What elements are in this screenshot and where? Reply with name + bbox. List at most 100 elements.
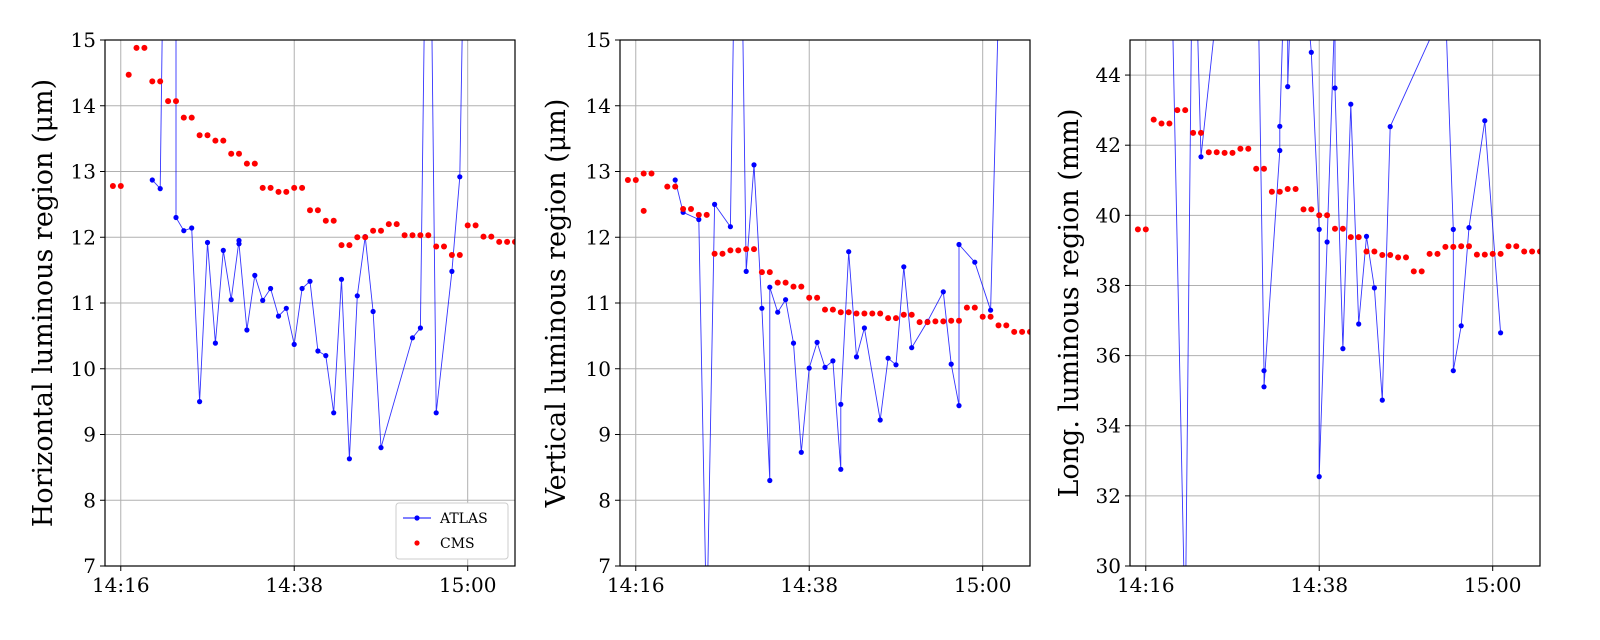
cms-point xyxy=(869,310,876,317)
atlas-point xyxy=(1466,225,1472,231)
atlas-point xyxy=(901,264,907,270)
cms-point xyxy=(940,318,947,325)
atlas-point xyxy=(1308,49,1314,55)
y-tick-label: 11 xyxy=(71,291,96,315)
x-tick-label: 14:38 xyxy=(1290,573,1348,597)
atlas-point xyxy=(291,341,297,347)
cms-point xyxy=(385,221,392,228)
atlas-point xyxy=(853,354,860,360)
cms-point xyxy=(1332,225,1338,232)
cms-point xyxy=(291,184,298,191)
cms-point xyxy=(900,311,907,318)
x-tick-label: 14:38 xyxy=(265,573,323,597)
atlas-point xyxy=(1371,285,1377,291)
cms-point xyxy=(806,294,813,301)
atlas-point xyxy=(236,241,242,247)
cms-point xyxy=(267,184,274,191)
atlas-point xyxy=(315,348,321,354)
cms-point xyxy=(1027,328,1030,335)
x-tick-label: 14:16 xyxy=(1117,573,1175,597)
cms-point xyxy=(472,222,479,229)
y-tick-label: 11 xyxy=(586,291,611,315)
y-tick-label: 15 xyxy=(586,28,611,52)
cms-point xyxy=(157,78,164,85)
atlas-point xyxy=(909,345,915,351)
cms-point xyxy=(1371,248,1378,255)
x-tick-label: 14:16 xyxy=(607,573,665,597)
cms-point xyxy=(1387,252,1394,258)
cms-point xyxy=(1529,248,1536,255)
atlas-point xyxy=(790,340,797,346)
cms-point xyxy=(1426,250,1433,257)
cms-point xyxy=(877,310,884,317)
atlas-point xyxy=(1316,474,1322,480)
cms-point xyxy=(330,217,337,224)
atlas-point xyxy=(157,186,163,192)
atlas-point xyxy=(1316,226,1322,232)
atlas-point xyxy=(1324,239,1330,245)
cms-point xyxy=(393,221,400,228)
atlas-point xyxy=(972,259,978,265)
atlas-point xyxy=(268,285,274,292)
cms-point xyxy=(916,319,923,326)
atlas-point xyxy=(696,216,702,223)
cms-point xyxy=(188,114,195,121)
cms-point xyxy=(695,211,702,218)
atlas-point xyxy=(244,327,250,333)
cms-point xyxy=(322,217,329,224)
x-tick-label: 15:00 xyxy=(439,573,497,597)
x-tick-label: 15:00 xyxy=(954,573,1012,597)
cms-point xyxy=(1158,120,1165,127)
cms-point xyxy=(1379,252,1386,258)
cms-point xyxy=(1174,107,1181,114)
cms-point xyxy=(1284,186,1291,192)
cms-point xyxy=(1324,212,1331,219)
atlas-point xyxy=(299,285,305,292)
y-tick-label: 13 xyxy=(71,160,96,184)
cms-point xyxy=(236,150,242,157)
atlas-point xyxy=(956,241,962,248)
atlas-point xyxy=(181,228,187,234)
cms-point xyxy=(1134,226,1141,233)
cms-point xyxy=(1237,145,1244,152)
atlas-point xyxy=(323,353,329,359)
cms-point xyxy=(220,137,227,144)
atlas-point xyxy=(197,399,203,405)
atlas-point xyxy=(846,249,852,255)
atlas-series-line xyxy=(674,40,999,566)
y-tick-label: 9 xyxy=(83,423,96,447)
atlas-point xyxy=(1285,84,1291,90)
atlas-point xyxy=(838,466,844,472)
cms-point xyxy=(893,315,899,322)
cms-point xyxy=(196,132,203,139)
cms-point xyxy=(711,250,718,257)
cms-point xyxy=(979,313,986,320)
cms-point xyxy=(1466,243,1472,250)
cms-point xyxy=(1355,234,1362,241)
atlas-point xyxy=(751,162,757,168)
y-tick-label: 8 xyxy=(83,488,96,512)
y-tick-label: 14 xyxy=(71,94,96,118)
cms-point xyxy=(1537,248,1540,255)
cms-point xyxy=(401,232,408,239)
atlas-point xyxy=(1277,147,1283,154)
atlas-point xyxy=(331,410,337,416)
y-tick-label: 12 xyxy=(71,225,96,249)
y-tick-label: 40 xyxy=(1096,203,1121,227)
atlas-point xyxy=(672,177,678,183)
cms-point xyxy=(433,243,440,250)
y-tick-label: 13 xyxy=(586,160,611,184)
cms-point xyxy=(766,269,773,276)
cms-point xyxy=(814,294,821,301)
y-tick-label: 36 xyxy=(1096,344,1121,368)
cms-point xyxy=(680,206,687,212)
cms-point xyxy=(648,170,655,177)
atlas-point xyxy=(988,307,994,313)
cms-point xyxy=(283,188,290,195)
atlas-point xyxy=(704,629,709,634)
atlas-point xyxy=(956,403,962,409)
cms-point xyxy=(173,98,179,105)
cms-point xyxy=(1513,243,1520,250)
cms-point xyxy=(354,234,361,241)
x-tick-label: 14:38 xyxy=(780,573,838,597)
